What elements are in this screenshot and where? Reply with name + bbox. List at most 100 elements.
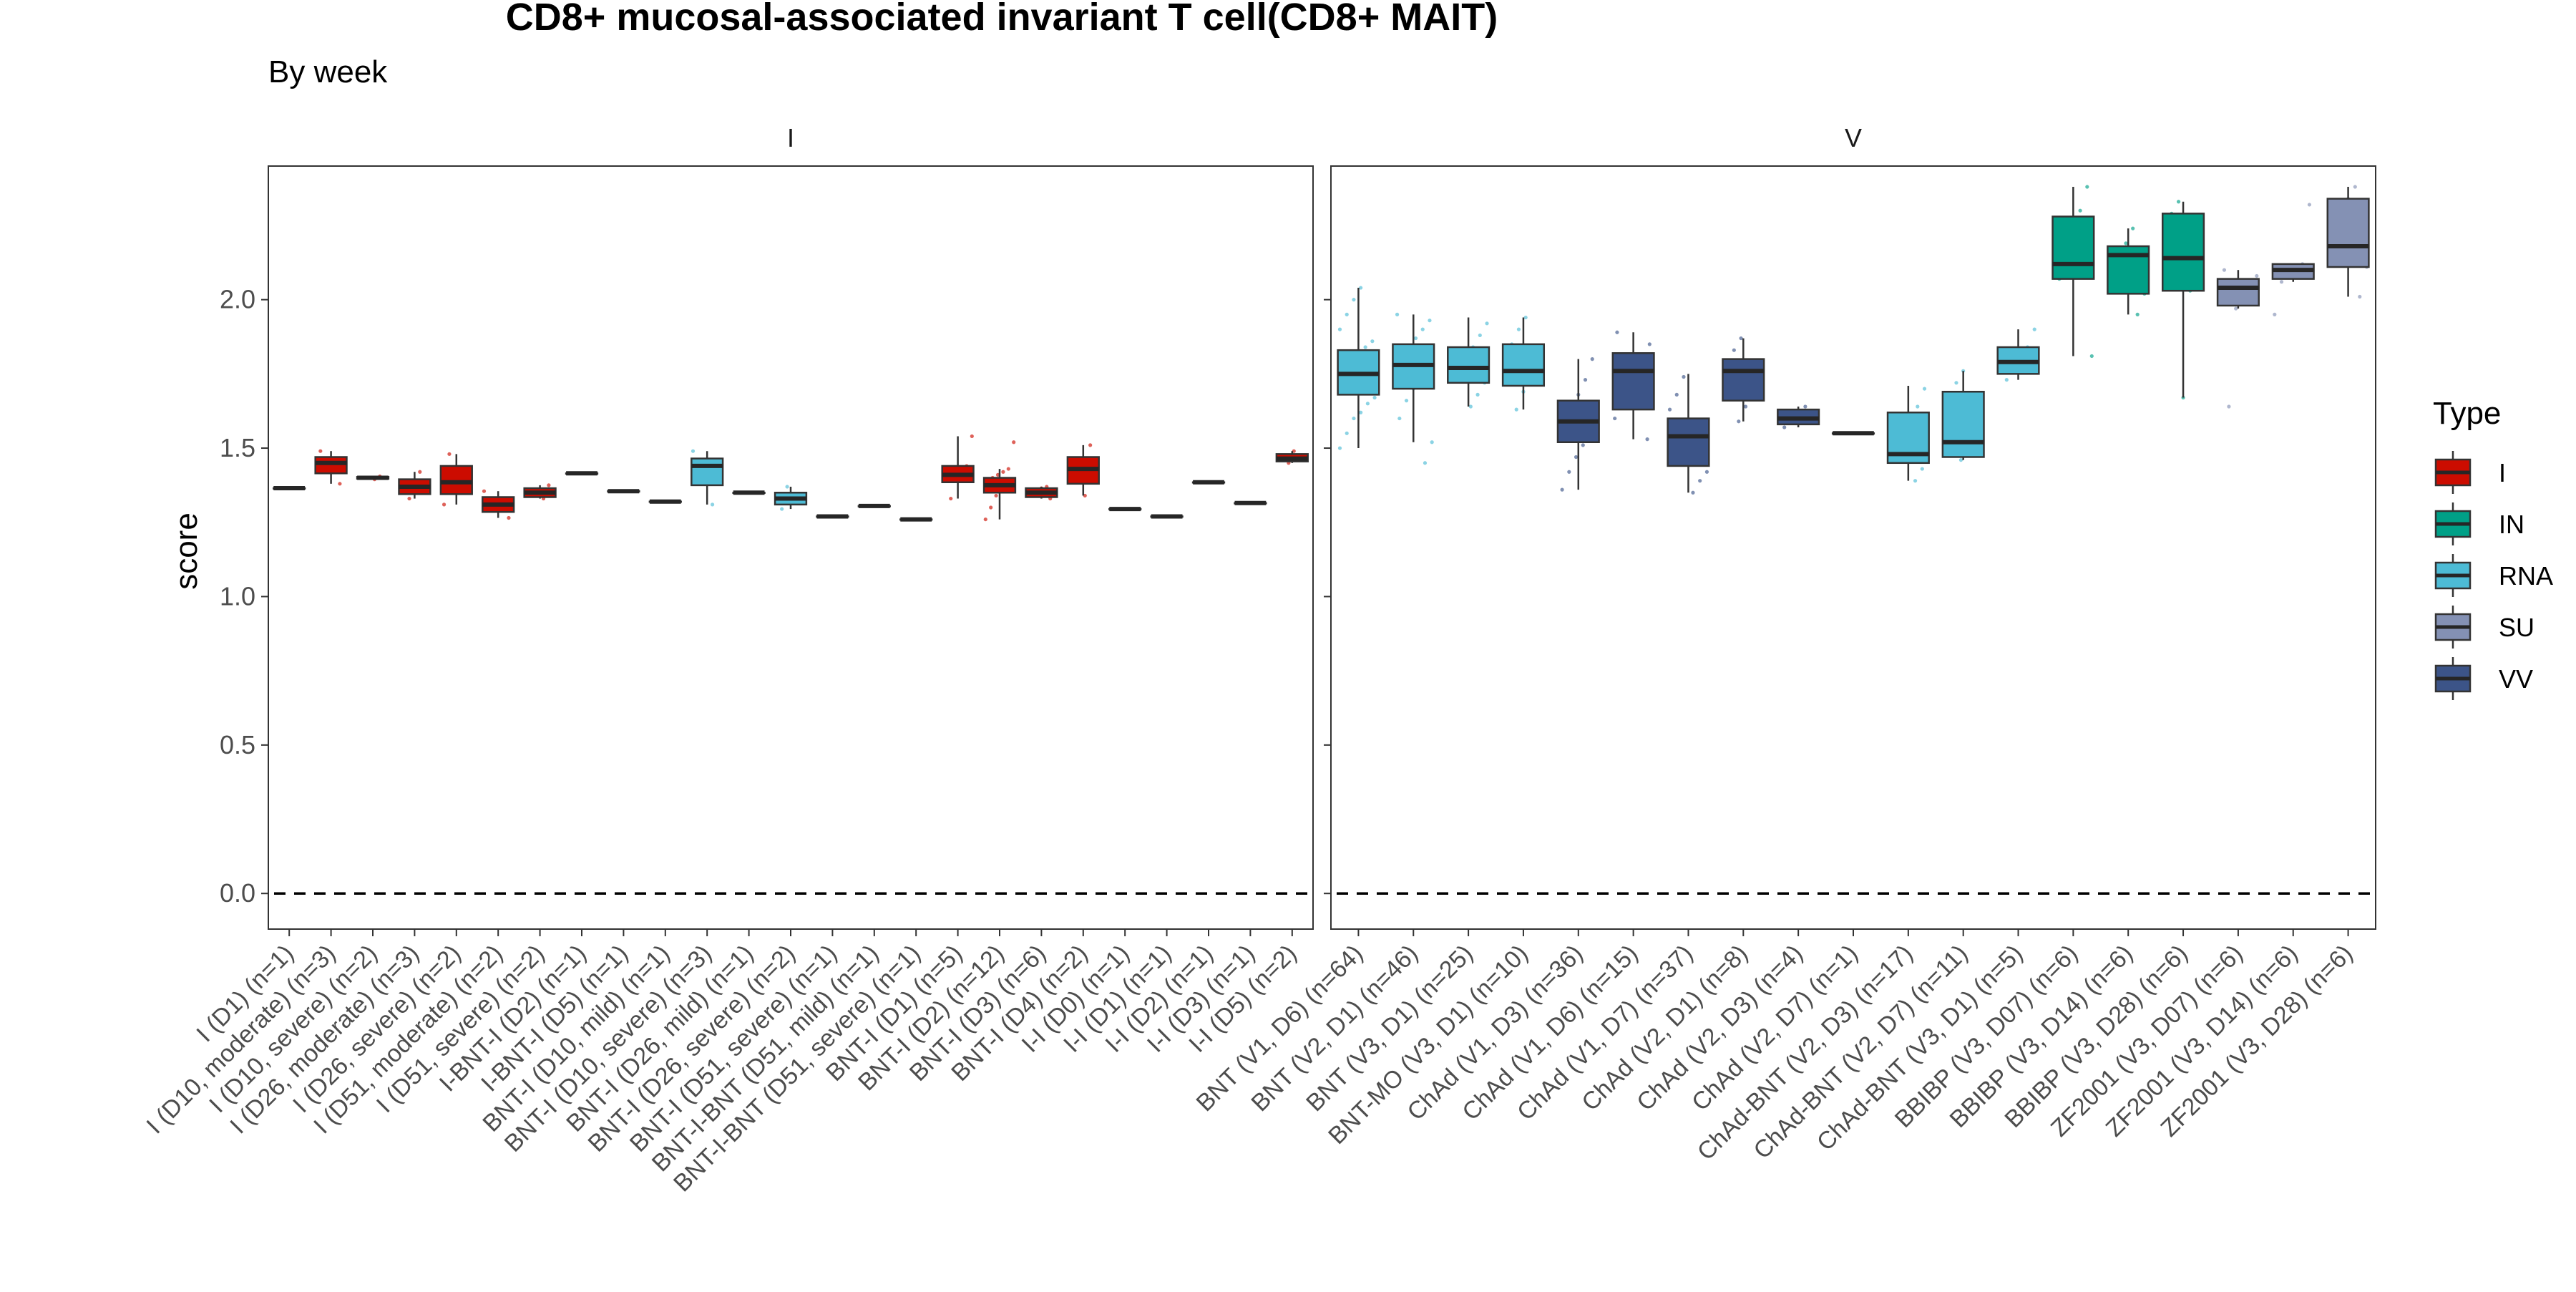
data-point [1088,443,1093,447]
data-point [1916,404,1920,409]
data-point [418,470,422,474]
box-RNA [1501,315,1546,412]
box-IN [2107,226,2150,316]
data-point [2353,185,2357,189]
data-point [2089,354,2094,359]
data-point [1352,298,1356,302]
data-point [691,449,696,453]
data-point [1430,440,1434,445]
data-point [1514,407,1518,412]
data-point [989,505,993,510]
chart-title: CD8+ mucosal-associated invariant T cell… [506,0,1498,39]
box-RNA [774,485,808,511]
y-tick-label: 1.0 [220,581,255,611]
data-point [1615,330,1619,334]
legend-label: SU [2499,613,2534,642]
data-point [547,483,551,487]
box-body [1941,390,1985,458]
panel-strip-label: V [1845,123,1862,152]
box-RNA [1392,312,1435,465]
data-point [785,485,789,489]
legend-title: Type [2433,396,2501,431]
box-I [607,489,640,494]
legend-item-VV: VV [2434,657,2533,700]
box-body [2051,215,2095,280]
data-point [1590,357,1594,361]
data-point [1428,319,1432,323]
data-point [318,449,323,453]
data-point [1922,387,1927,391]
panel-frame [268,165,1314,930]
panel-strip-label: I [787,123,794,152]
data-point [441,502,447,507]
data-point [2085,185,2089,189]
panel-I: I0.00.51.01.52.0I (D1) (n=1)I (D10, mode… [142,123,1314,1198]
data-point [407,496,411,501]
box-body [1447,346,1491,384]
data-point [2227,404,2231,409]
box-RNA [1996,327,2040,382]
box-VV [1777,404,1820,429]
data-point [1732,348,1736,352]
data-point [1581,443,1585,447]
data-point [2273,312,2277,316]
data-point [2004,378,2009,382]
data-point [1803,404,1807,409]
box-IN [2051,185,2095,359]
legend-label: RNA [2499,561,2553,591]
data-point [994,493,998,498]
box-RNA [1886,385,1930,483]
box-RNA [1337,286,1380,450]
data-point [1337,446,1342,450]
data-point [2032,327,2036,331]
box-I [523,483,557,501]
data-point [1359,286,1363,290]
box-body [314,456,348,475]
data-point [1420,327,1425,331]
data-point [1913,479,1918,483]
box-RNA [857,503,891,508]
data-point [1583,378,1588,382]
y-tick-label: 1.5 [220,433,255,462]
box-I [1191,480,1226,485]
data-point [1682,374,1686,379]
data-point [1006,467,1010,471]
data-point [1739,336,1743,341]
data-point [1613,416,1617,421]
data-point [2307,203,2312,207]
y-tick-label: 0.0 [220,878,255,908]
box-I [482,489,515,520]
data-point [1337,327,1342,331]
data-point [1516,327,1521,331]
data-point [1704,470,1709,474]
box-I [565,471,599,476]
data-point [1523,315,1528,320]
box-RNA [1941,369,1985,462]
data-point [1404,399,1409,403]
data-point [338,482,342,486]
data-point [780,507,784,511]
box-SU [2216,268,2260,409]
box-I [1150,514,1184,519]
data-point [1698,479,1702,483]
data-point [2176,200,2181,204]
data-point [1574,455,1579,460]
data-point [1667,407,1672,412]
data-point [482,489,487,493]
box-RNA [816,514,849,519]
box-I [398,470,431,501]
data-point [1567,470,1571,474]
box-RNA [1447,317,1491,409]
box-body [2326,198,2370,268]
data-point [983,517,987,522]
box-I [356,474,390,482]
box-SU [2326,185,2370,299]
data-point [1345,431,1349,435]
data-point [1782,425,1787,429]
box-I [941,434,975,501]
data-point [1737,419,1741,424]
box-body [691,457,724,487]
